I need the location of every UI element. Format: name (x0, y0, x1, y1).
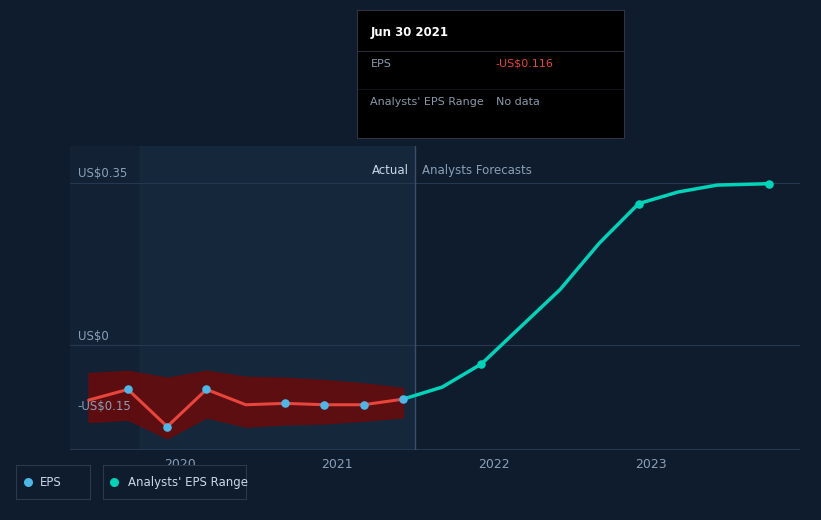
Text: EPS: EPS (370, 59, 392, 69)
Point (318, 400, 331, 409)
Point (475, 360, 488, 368)
Bar (140, 146, 415, 450)
Point (397, 395, 410, 404)
Text: US$0: US$0 (78, 330, 108, 343)
Point (278, 399, 291, 408)
Text: Analysts' EPS Range: Analysts' EPS Range (128, 476, 249, 489)
Point (632, 200, 645, 208)
Bar (70, 146, 140, 450)
Text: Actual: Actual (372, 164, 409, 177)
Point (108, 478, 121, 487)
Point (200, 385, 213, 394)
Text: No data: No data (496, 97, 539, 107)
Text: Jun 30 2021: Jun 30 2021 (370, 25, 448, 38)
Point (763, 179, 776, 188)
Point (161, 422, 174, 431)
Point (357, 400, 370, 409)
Text: EPS: EPS (40, 476, 62, 489)
Point (21, 478, 34, 487)
Text: Analysts' EPS Range: Analysts' EPS Range (370, 97, 484, 107)
Text: -US$0.116: -US$0.116 (496, 59, 553, 69)
Text: US$0.35: US$0.35 (78, 167, 127, 180)
Text: Analysts Forecasts: Analysts Forecasts (422, 164, 532, 177)
Point (122, 385, 135, 394)
Text: -US$0.15: -US$0.15 (78, 400, 131, 413)
